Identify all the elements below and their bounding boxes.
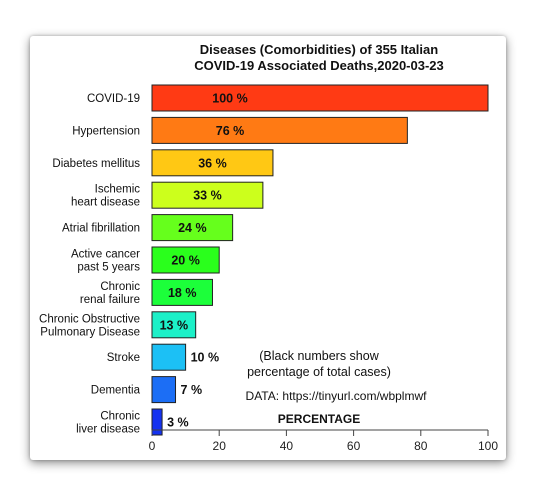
bar [151, 84, 489, 112]
value-label: 13 % [160, 318, 189, 332]
category-label: Chronic liver disease [76, 411, 140, 436]
bar [151, 376, 177, 404]
category-label: COVID-19 [87, 93, 140, 105]
bars [151, 84, 489, 436]
value-label: 18 % [168, 286, 197, 300]
x-axis: 0 20 40 60 80 100 [149, 429, 498, 453]
value-labels: 100 % 76 % 36 % 33 % 24 % 20 % 18 % 13 % 10 % 7 %… [160, 92, 248, 430]
value-label: 100 % [212, 92, 247, 106]
bar [151, 214, 234, 242]
category-label: Hypertension [72, 125, 140, 137]
annotation: (Black numbers show percentage of total c… [247, 349, 391, 379]
category-label: Diabetes mellitus [52, 158, 140, 170]
bar [151, 116, 408, 144]
value-label: 36 % [198, 156, 227, 170]
x-tick-label: 0 [149, 439, 156, 453]
category-label: Chronic Obstructive Pulmonary Disease [39, 313, 140, 338]
category-label: Stroke [107, 352, 140, 364]
chart-title: Diseases (Comorbidities) of 355 ItalianC… [194, 42, 444, 73]
category-label: Atrial fibrillation [62, 223, 140, 235]
x-tick-label: 80 [414, 439, 428, 453]
x-axis-title: PERCENTAGE [278, 412, 360, 426]
x-tick-label: 100 [478, 439, 498, 453]
x-tick-label: 60 [347, 439, 361, 453]
annotation-line: percentage of total cases) [247, 365, 391, 379]
category-labels: COVID-19 Hypertension Diabetes mellitus Isc… [39, 93, 141, 436]
value-label: 7 % [181, 383, 203, 397]
x-tick-label: 20 [213, 439, 227, 453]
value-label: 20 % [171, 254, 200, 268]
x-tick-label: 40 [280, 439, 294, 453]
source-text: DATA: https://tinyurl.com/wbplmwf [246, 389, 428, 403]
bar [151, 246, 220, 274]
category-label: Dementia [91, 385, 141, 397]
chart-title-line: Diseases (Comorbidities) of 355 Italian [200, 42, 438, 57]
value-label: 3 % [167, 416, 189, 430]
category-label: Chronic renal failure [80, 281, 140, 306]
chart-title-line: COVID-19 Associated Deaths,2020-03-23 [194, 58, 444, 73]
category-label: Active cancer past 5 years [71, 249, 140, 274]
bar [151, 278, 213, 306]
value-label: 10 % [191, 351, 220, 365]
bar [151, 311, 197, 339]
bar [151, 408, 163, 436]
bar [151, 149, 274, 177]
value-label: 33 % [193, 189, 222, 203]
value-label: 24 % [178, 221, 207, 235]
bar [151, 343, 187, 371]
category-label: Ischemic heart disease [71, 184, 140, 209]
value-label: 76 % [216, 124, 245, 138]
bar [151, 181, 264, 209]
annotation-line: (Black numbers show [259, 349, 379, 363]
